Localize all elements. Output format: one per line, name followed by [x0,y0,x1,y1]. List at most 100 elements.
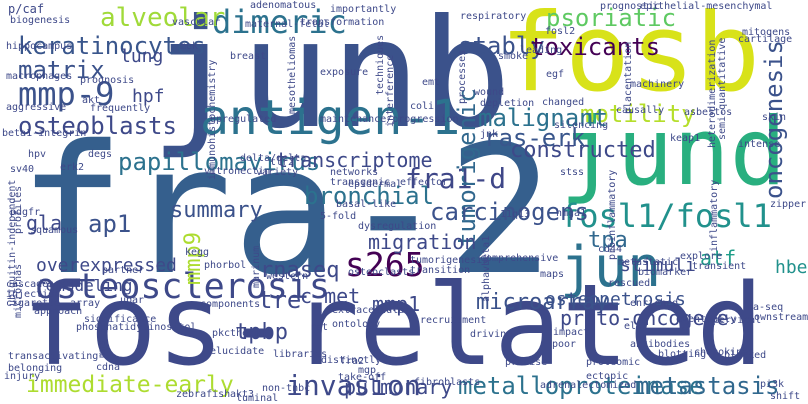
cloud-word: tre [258,286,302,314]
cloud-word: 5-fold [320,211,357,222]
cloud-word: tlr2 [270,157,295,168]
cloud-word: fra1-d [405,162,507,195]
cloud-word: hmga1 [556,208,587,219]
cloud-word: papillomavirus [118,148,321,176]
cloud-word: pulmonary [344,375,453,399]
cloud-word: changed [542,97,585,108]
cloud-word: comprehensive [480,253,559,264]
cloud-word: carcinogens [430,198,589,226]
cloud-word: degs [88,149,113,160]
cloud-word: tpa [588,228,628,253]
cloud-word: hpf [132,86,165,107]
cloud-word: non-tnbc [262,383,311,394]
cloud-word: jund [560,98,787,207]
cloud-word: western [266,271,309,282]
cloud-word: exposure [320,67,369,78]
cloud-word: mek [180,41,199,52]
cloud-word: shift [770,391,801,402]
cloud-word: stably [458,32,545,60]
cloud-word: array [70,298,101,309]
cloud-word: junb [150,0,512,162]
cloud-word: osteopetrosis [545,289,686,310]
cloud-word: erk2 [60,162,85,173]
cloud-word: overexpressed [36,255,177,276]
cloud-word: fra-2 [18,107,554,314]
cloud-word: mitogens [742,27,791,38]
cloud-word: fosl2 [545,26,576,37]
cloud-word: motility [580,100,696,128]
cloud-word: mms [97,339,108,358]
cloud-word: wound [474,87,505,98]
cloud-word: vitronectin [204,166,271,177]
cloud-word: pkctheta [212,328,261,339]
cloud-word: rescued [608,278,651,289]
cloud-word: asbestos [684,107,733,118]
cloud-word: placentation [623,41,634,114]
cloud-word: precise [505,357,548,368]
cloud-word: effector [400,177,449,188]
cloud-word: fosb [500,0,761,116]
cloud-word: dysregulation [358,221,437,232]
cloud-word: zebrafish [176,389,231,400]
cloud-word: semi-quantitative [717,37,728,140]
cloud-word: keap1 [670,133,701,144]
cloud-word: cigarette [6,298,61,309]
cloud-word: tpbp [235,320,288,345]
cloud-word: transgenic [330,177,391,188]
cloud-word: impact [553,327,590,338]
cloud-word: chemokines [694,347,755,358]
cloud-word: mgp [358,365,377,376]
cloud-word: marinum [251,245,262,288]
cloud-word: take-off [338,372,387,383]
cloud-word: summary [170,198,263,223]
cloud-word: transactivating [8,351,99,362]
cloud-word: belonging [8,363,63,374]
cloud-word: approach [34,306,83,317]
cloud-word: s265 [345,245,425,284]
cloud-word: transient [692,261,747,272]
cloud-word: metalloproteinase [458,372,704,400]
cloud-word: proto-oncogene [560,306,729,330]
cloud-word: respiratory [460,11,527,22]
cloud-word: vascular [172,17,221,28]
cloud-word: downstream [748,312,808,323]
cloud-word: matrix [18,56,105,84]
cloud-word: tumorigenesis [410,255,489,266]
cloud-word: driving [470,329,513,340]
cloud-word: phorbol [204,260,247,271]
cloud-word: components [200,299,261,310]
cloud-word: migration [368,230,477,254]
cloud-word: prognostic [600,1,661,12]
cloud-word: kegg [185,247,210,258]
cloud-word: prognosis [80,75,135,86]
cloud-word: networks [330,167,379,178]
cloud-word: epidermal [348,179,403,190]
cloud-word: maintenance/progression [320,114,459,125]
cloud-word: basal-like [336,199,397,210]
cloud-word: extracellular [332,305,411,316]
cloud-word: ectopic [586,371,629,382]
cloud-word: libraries [273,349,328,360]
cloud-word: zipper [770,199,807,210]
cloud-word: cdna [96,362,121,373]
cloud-word: egf [546,69,565,80]
cloud-word: sv40 [10,164,35,175]
cloud-word: jun [560,235,662,300]
cloud-word: beta1-integrin [2,128,87,139]
cloud-word: mesotheliomas [287,35,298,114]
cloud-word: enriched [630,298,679,309]
cloud-word: p/caf [8,2,45,16]
cloud-word: mmp9 [181,232,206,285]
cloud-word: biogenesis [10,15,71,26]
cloud-word: alveolar [100,3,226,33]
cloud-word: remodeling [36,276,133,295]
cloud-word: intense [738,139,781,150]
cloud-word: injection [6,289,61,300]
cloud-word: antigen-1 [200,90,461,146]
cloud-word: machinery [630,79,685,90]
cloud-word: fra2 [340,356,365,367]
cloud-word: keratinocytes [18,32,206,60]
cloud-word: coli [410,101,435,112]
cloud-word: antibodies [630,339,691,350]
